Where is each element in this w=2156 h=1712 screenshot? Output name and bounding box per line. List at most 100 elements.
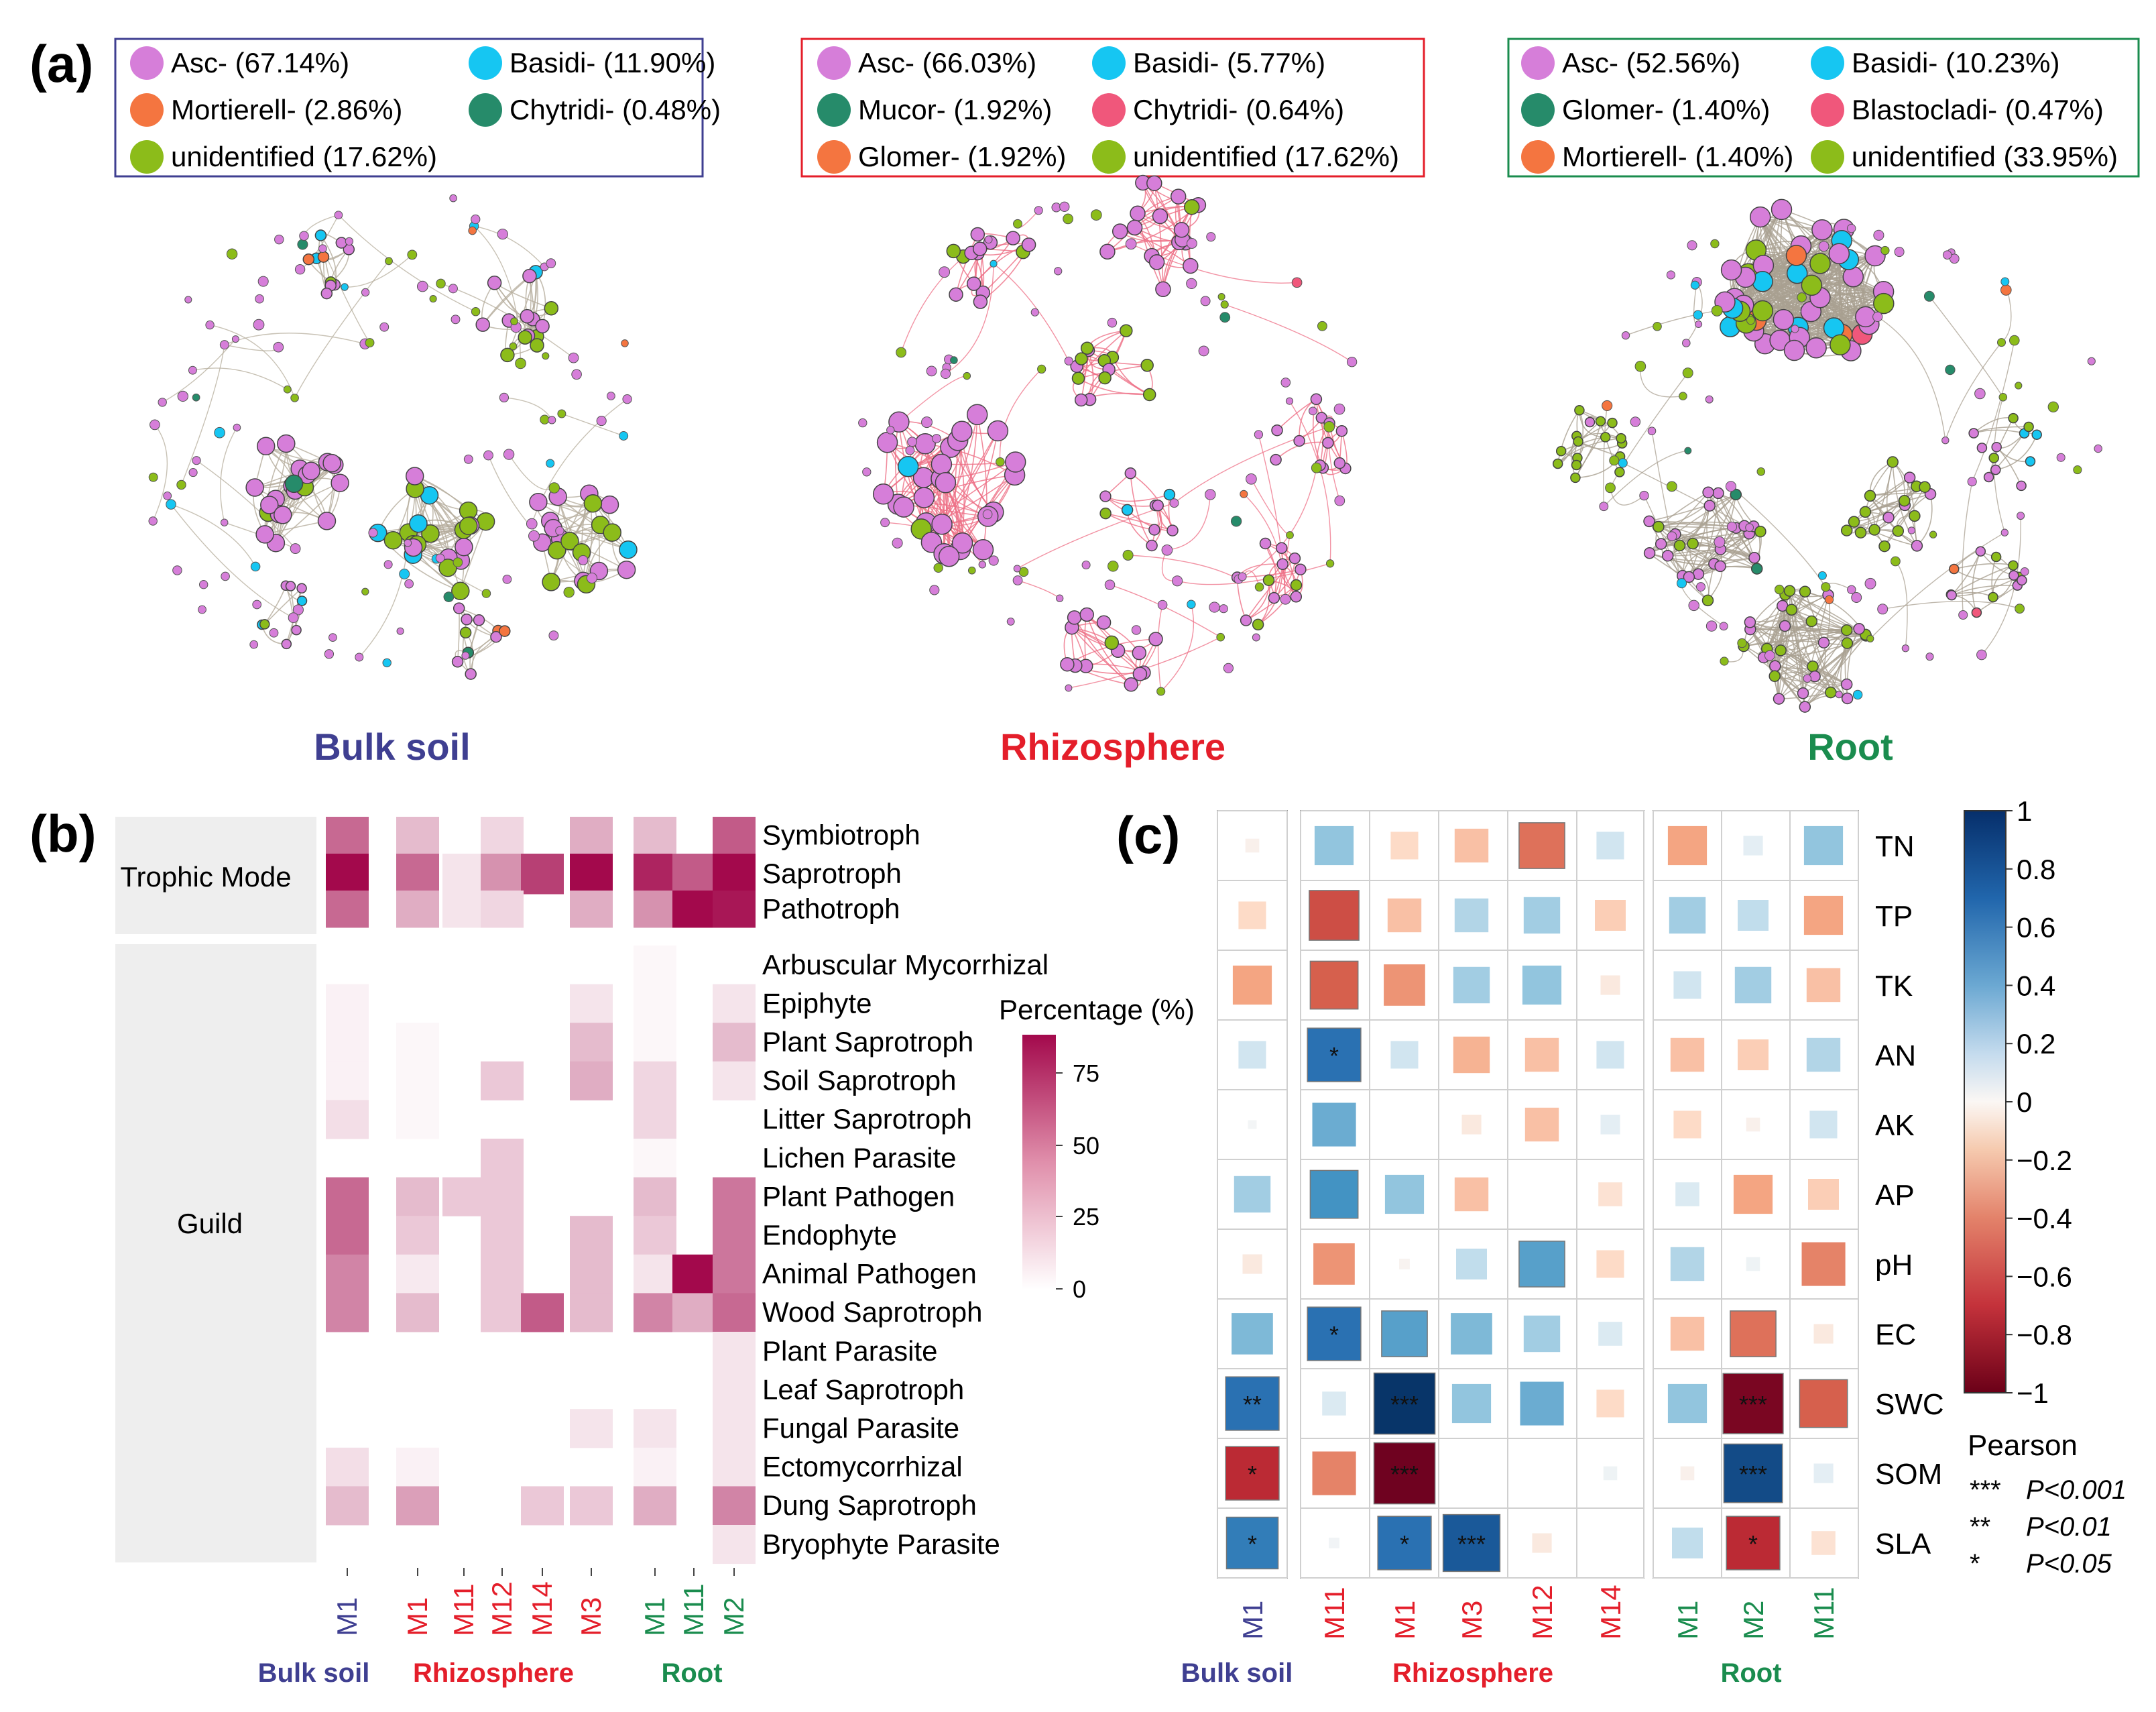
correlation-cell	[1373, 1372, 1436, 1435]
network-node	[1797, 292, 1807, 302]
network-node	[318, 244, 327, 253]
heatmap-cell	[634, 1139, 676, 1178]
network-node	[1634, 360, 1646, 372]
network-root	[1552, 198, 2102, 713]
legend-entry: Asc- (67.14%)	[171, 47, 349, 78]
heatmap-cell	[396, 891, 439, 928]
correlation-cell	[1242, 1254, 1262, 1274]
heatmap-cell	[570, 1486, 613, 1526]
network-node	[1840, 624, 1853, 636]
network-node	[314, 229, 327, 241]
network-node	[905, 445, 915, 455]
network-node	[1280, 378, 1291, 388]
network-node	[548, 540, 566, 560]
network-node	[250, 561, 261, 572]
legend-tick-label: 75	[1073, 1060, 1099, 1087]
network-node	[1013, 565, 1021, 573]
network-node	[526, 518, 538, 530]
network-node	[205, 320, 215, 330]
network-node	[1687, 240, 1697, 251]
network-node	[1805, 337, 1827, 359]
network-node	[949, 287, 963, 302]
panel-c: (c) **** *** **** *** **** * *** * TNTPTKANAKAP…	[1116, 795, 2127, 1688]
network-node	[1290, 579, 1303, 591]
network-node	[907, 437, 918, 447]
network-node	[1183, 258, 1199, 274]
network-node	[471, 306, 481, 317]
network-node	[1803, 674, 1812, 683]
network-node	[1754, 525, 1766, 538]
correlation-cell	[1453, 1036, 1490, 1074]
network-node	[1081, 560, 1091, 570]
network-node	[322, 453, 341, 473]
b-xgroup-rhizosphere: Rhizosphere	[413, 1658, 574, 1688]
significance-marker: ***	[1457, 1530, 1486, 1558]
legend-entry: Glomer- (1.40%)	[1562, 94, 1770, 125]
heatmap-cell	[396, 1061, 439, 1100]
legend-swatch-icon	[1811, 46, 1844, 80]
legend-tick-label: −0.8	[2017, 1319, 2072, 1351]
network-edge	[170, 504, 256, 567]
network-node	[1719, 622, 1728, 631]
legend-tick-label: 0.2	[2017, 1028, 2055, 1060]
network-node	[1799, 585, 1811, 598]
network-node	[1152, 499, 1164, 512]
network-node	[1107, 561, 1119, 572]
network-edge	[1685, 282, 1703, 343]
correlation-cell	[1803, 825, 1844, 866]
network-node	[973, 294, 988, 309]
network-edge	[1651, 431, 1683, 583]
network-node	[548, 482, 560, 494]
network-node	[1756, 467, 1766, 476]
network-node	[1574, 405, 1585, 416]
network-node	[1824, 595, 1834, 604]
network-node	[1607, 417, 1618, 429]
network-node	[1616, 433, 1626, 444]
network-node	[1890, 556, 1901, 567]
correlation-cell	[1234, 1176, 1271, 1213]
network-node	[1605, 482, 1616, 494]
legend-rhizosphere: Asc- (66.03%) Basidi- (5.77%) Mucor- (1.92…	[800, 38, 1425, 178]
network-node	[1079, 607, 1094, 622]
network-node	[1295, 563, 1307, 575]
network-node	[1872, 311, 1883, 323]
network-node	[1618, 458, 1628, 468]
correlation-cell	[1225, 1446, 1280, 1501]
network-node	[1240, 490, 1248, 498]
network-edge	[1950, 565, 2014, 595]
network-node	[1140, 359, 1154, 372]
significance-marker: *	[1248, 1530, 1257, 1558]
correlation-cell	[1673, 971, 1701, 999]
network-node	[379, 322, 390, 332]
row-label: Animal Pathogen	[762, 1258, 977, 1290]
network-node	[1687, 537, 1699, 550]
heatmap-cell	[634, 1177, 676, 1216]
network-node	[1289, 552, 1301, 565]
network-node	[296, 595, 308, 606]
network-edge	[1289, 400, 1331, 564]
network-node	[1828, 243, 1850, 265]
network-node	[1720, 259, 1742, 281]
significance-key: *** P<0.001 ** P<0.01 * P<0.05	[1970, 1475, 2127, 1579]
network-node	[1220, 300, 1229, 309]
network-node	[1276, 558, 1289, 571]
correlation-cell	[1522, 965, 1562, 1005]
network-node	[192, 393, 200, 402]
network-node	[149, 419, 160, 431]
column-label: M11	[1319, 1587, 1350, 1640]
correlation-cell	[1314, 825, 1354, 866]
significance-key-stars: *	[1970, 1549, 1980, 1579]
column-label: M1	[1389, 1601, 1421, 1640]
row-group-trophic-mode: Trophic Mode	[120, 861, 291, 893]
network-node	[1998, 393, 2008, 402]
legend-tick-label: −0.4	[2017, 1203, 2072, 1235]
network-node	[2000, 284, 2012, 296]
guild-heatmap-row-labels: Symbiotroph Saprotroph Pathotroph Arbuscula…	[762, 819, 1049, 1560]
network-node	[600, 495, 619, 514]
heatmap-cell	[521, 854, 564, 895]
network-edge	[1995, 434, 2037, 471]
network-node	[2087, 357, 2096, 365]
correlation-cell	[1596, 832, 1624, 860]
network-node	[490, 630, 502, 643]
network-node	[281, 638, 292, 650]
